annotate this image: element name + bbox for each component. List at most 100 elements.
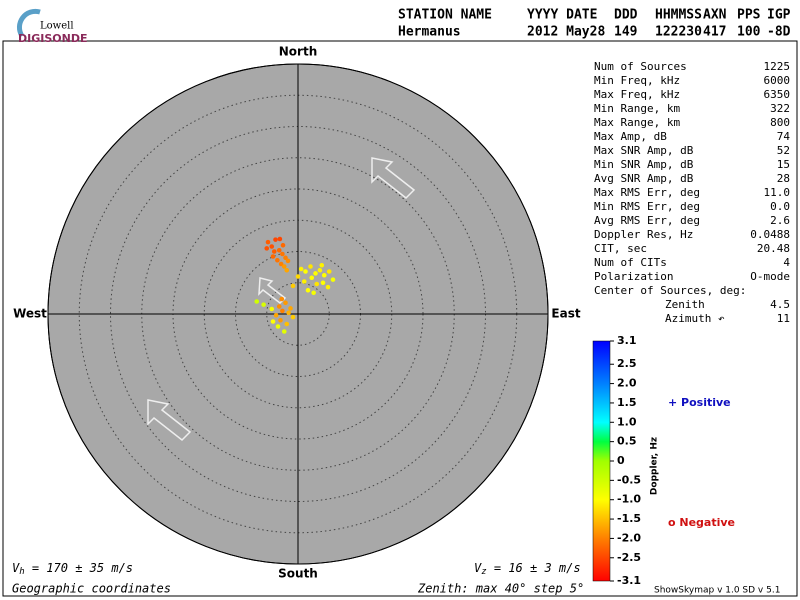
source-point: [303, 269, 308, 274]
colorbar: [592, 340, 611, 582]
stat-value: 2.6: [770, 214, 790, 227]
source-point: [330, 277, 336, 282]
source-point: [275, 257, 280, 263]
colorbar-tick-label: 0.5: [617, 435, 637, 448]
stat-value: 28: [777, 172, 790, 185]
colorbar-tick-label: -1.0: [617, 493, 641, 506]
stat-label: Max Amp, dB: [594, 130, 667, 143]
header-value: 122230: [655, 25, 702, 40]
source-point: [290, 283, 296, 289]
logo: Lowell DIGISONDE: [16, 8, 87, 45]
stat-value: 4: [783, 256, 790, 269]
stat-value: 0.0: [770, 200, 790, 213]
stat-value: 800: [770, 116, 790, 129]
arrow: [371, 157, 416, 200]
source-point: [286, 310, 291, 316]
stat-value: 15: [777, 158, 790, 171]
header-column: HHMMSS: [655, 8, 702, 23]
source-point: [311, 290, 316, 296]
source-point: [284, 321, 290, 327]
source-point: [261, 302, 266, 307]
source-point: [280, 308, 285, 314]
colorbar-tick-label: 3.1: [617, 334, 637, 347]
source-point: [284, 267, 290, 273]
source-point: [276, 247, 282, 253]
colorbar-tick-label: -0.5: [617, 473, 641, 486]
source-point: [288, 306, 293, 311]
colorbar-label: Doppler, Hz: [650, 437, 660, 495]
vz-text: = 16 ± 3 m/s: [487, 561, 581, 575]
colorbar-tick-label: -2.0: [617, 531, 641, 544]
stat-label: Min SNR Amp, dB: [594, 158, 694, 171]
source-point: [265, 239, 271, 245]
source-point: [320, 280, 326, 286]
center-label: Zenith: [665, 298, 705, 311]
header-value: Hermanus: [398, 25, 461, 40]
negative-label: o Negative: [668, 516, 735, 529]
source-point: [319, 262, 325, 268]
stat-label: CIT, sec: [594, 242, 647, 255]
stat-label: Min Freq, kHz: [594, 74, 680, 87]
zenith-note: Zenith: max 40° step 5°: [417, 582, 584, 596]
stat-label: Max RMS Err, deg: [594, 186, 700, 199]
header-value: 149: [614, 25, 637, 40]
header-column: PPS: [737, 8, 761, 23]
stat-label: Polarization: [594, 270, 673, 283]
header-column: AXN: [703, 8, 727, 23]
stat-label: Avg SNR Amp, dB: [594, 172, 694, 185]
stat-value: 0.0488: [750, 228, 790, 241]
stat-value: 6000: [764, 74, 791, 87]
colorbar-tick-label: 1.5: [617, 396, 637, 409]
source-point: [283, 300, 288, 306]
source-point: [325, 284, 331, 290]
source-point: [326, 269, 332, 274]
header-value: 417: [703, 25, 726, 40]
colorbar-tick-label: -1.5: [617, 512, 641, 525]
center-value: 11: [777, 312, 790, 325]
source-point: [308, 264, 313, 269]
source-point: [301, 279, 307, 284]
source-point: [270, 254, 276, 259]
west-label: West: [13, 307, 47, 321]
stat-value: 74: [777, 130, 791, 143]
vh-label: Vh = 170 ± 35 m/s: [12, 561, 133, 577]
source-point: [275, 324, 281, 329]
header-column: STATION NAME: [398, 8, 492, 23]
source-point: [270, 319, 276, 324]
version: ShowSkymap v 1.0 SD v 5.1: [654, 586, 780, 596]
source-point: [279, 296, 285, 302]
east-label: East: [551, 307, 580, 321]
vz-symbol: V: [474, 561, 482, 575]
stat-label: Min Range, km: [594, 102, 680, 115]
stat-label: Num of Sources: [594, 60, 687, 73]
source-point: [271, 249, 277, 254]
colorbar-tick-label: -2.5: [617, 551, 641, 564]
vh-text: = 170 ± 35 m/s: [25, 561, 133, 575]
stat-value: O-mode: [750, 270, 790, 283]
source-point: [276, 304, 282, 309]
coords-label: Geographic coordinates: [12, 582, 171, 596]
header-value: -8D: [767, 25, 791, 40]
arrow: [147, 399, 192, 442]
source-point: [278, 317, 283, 323]
source-point: [281, 264, 287, 269]
source-point: [295, 274, 301, 279]
source-point: [309, 275, 315, 281]
header-value: 2012 May28: [527, 25, 605, 40]
source-point: [280, 242, 286, 248]
frame: [2, 40, 798, 597]
stat-label: Num of CITs: [594, 256, 667, 269]
south-label: South: [278, 567, 318, 581]
vh-symbol: V: [12, 561, 20, 575]
stat-value: 322: [770, 102, 790, 115]
source-point: [283, 255, 288, 261]
stat-value: 52: [777, 144, 790, 157]
source-point: [281, 329, 287, 334]
source-point: [273, 312, 279, 318]
north-label: North: [279, 45, 317, 59]
source-point: [269, 244, 275, 249]
colorbar-tick-label: 0: [617, 454, 625, 467]
logo-swoosh: [16, 8, 41, 38]
stat-label: Doppler Res, Hz: [594, 228, 693, 241]
